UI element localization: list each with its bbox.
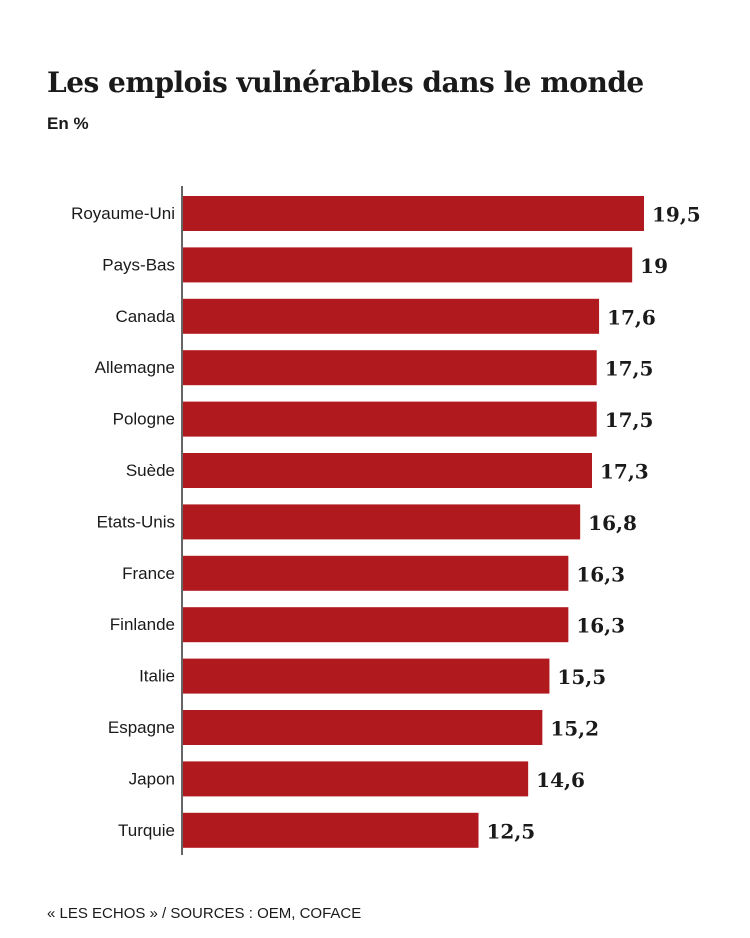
- category-label: Canada: [115, 307, 175, 326]
- bar: [183, 453, 592, 488]
- bar: [183, 401, 597, 437]
- bar: [183, 196, 644, 231]
- bar: [183, 607, 569, 643]
- value-label: 17,5: [605, 357, 654, 381]
- bar: [183, 504, 581, 540]
- value-label: 17,6: [607, 305, 656, 329]
- value-label: 17,5: [605, 408, 654, 432]
- category-label: Finlande: [110, 615, 175, 634]
- category-label: Japon: [129, 769, 175, 788]
- chart-subtitle: En %: [47, 114, 89, 133]
- value-label: 16,3: [576, 614, 625, 638]
- category-label: Pologne: [113, 410, 175, 429]
- value-label: 19: [640, 254, 668, 278]
- bar: [183, 710, 543, 745]
- bar: [183, 350, 597, 386]
- bar: [183, 298, 600, 334]
- category-label: Suède: [126, 461, 175, 480]
- source-note: « LES ECHOS » / SOURCES : OEM, COFACE: [47, 905, 362, 922]
- value-label: 19,5: [652, 203, 701, 227]
- value-label: 14,6: [536, 768, 585, 792]
- category-label: Pays-Bas: [102, 255, 175, 274]
- value-label: 16,3: [576, 562, 625, 586]
- bar: [183, 761, 529, 797]
- bar: [183, 555, 569, 591]
- category-label: France: [122, 564, 175, 583]
- value-label: 15,5: [557, 665, 606, 689]
- value-label: 16,8: [588, 511, 637, 535]
- bar: [183, 812, 479, 848]
- value-label: 12,5: [487, 819, 536, 843]
- category-label: Allemagne: [95, 358, 175, 377]
- bar: [183, 658, 550, 694]
- category-label: Royaume-Uni: [71, 204, 175, 223]
- value-label: 15,2: [550, 717, 599, 741]
- category-label: Etats-Unis: [97, 512, 175, 531]
- category-label: Italie: [139, 667, 175, 686]
- chart-title: Les emplois vulnérables dans le monde: [47, 66, 644, 99]
- value-label: 17,3: [600, 460, 649, 484]
- category-label: Espagne: [108, 718, 175, 737]
- bar: [183, 247, 633, 283]
- category-label: Turquie: [118, 821, 175, 840]
